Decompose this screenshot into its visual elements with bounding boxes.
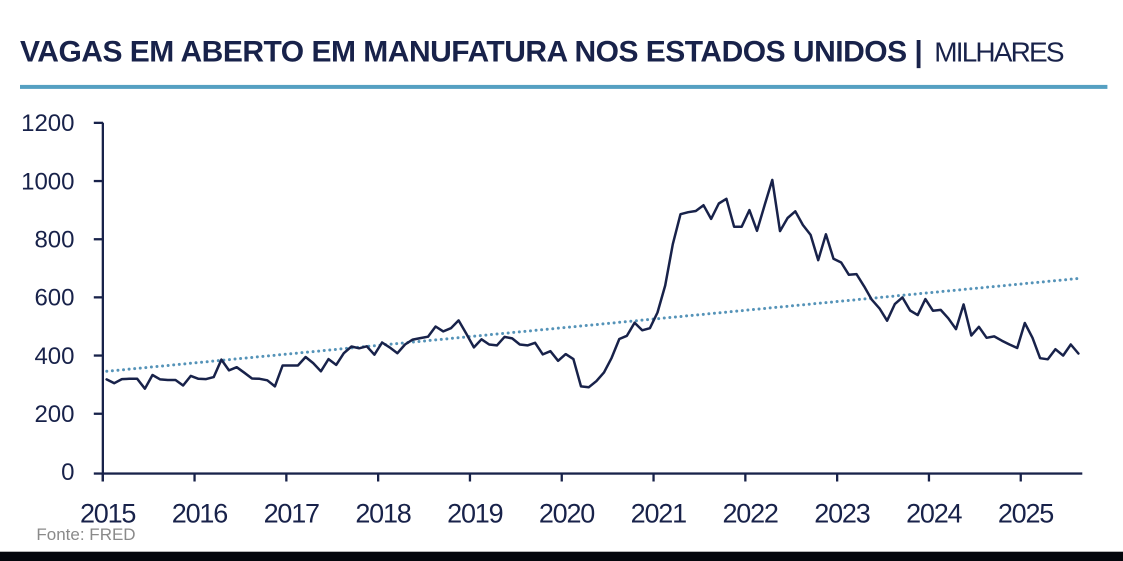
svg-text:2018: 2018 <box>355 498 410 528</box>
svg-text:2021: 2021 <box>631 498 686 528</box>
svg-text:2023: 2023 <box>814 498 869 528</box>
svg-text:2016: 2016 <box>172 498 227 528</box>
svg-text:400: 400 <box>34 343 74 370</box>
svg-text:2015: 2015 <box>80 498 135 528</box>
svg-text:0: 0 <box>61 459 74 486</box>
svg-text:2025: 2025 <box>998 498 1053 528</box>
svg-text:800: 800 <box>34 227 74 254</box>
svg-text:2022: 2022 <box>722 498 777 528</box>
svg-text:1200: 1200 <box>21 110 74 137</box>
svg-text:200: 200 <box>34 401 74 428</box>
svg-text:1000: 1000 <box>21 168 74 195</box>
svg-text:VAGAS EM ABERTO EM MANUFATURA: VAGAS EM ABERTO EM MANUFATURA NOS ESTADO… <box>20 36 922 69</box>
svg-text:MILHARES: MILHARES <box>934 37 1064 68</box>
svg-text:2019: 2019 <box>447 498 502 528</box>
svg-text:2020: 2020 <box>539 498 594 528</box>
svg-text:600: 600 <box>34 285 74 312</box>
svg-text:2017: 2017 <box>264 498 319 528</box>
svg-text:2024: 2024 <box>906 498 962 528</box>
svg-text:Fonte: FRED: Fonte: FRED <box>36 525 135 544</box>
